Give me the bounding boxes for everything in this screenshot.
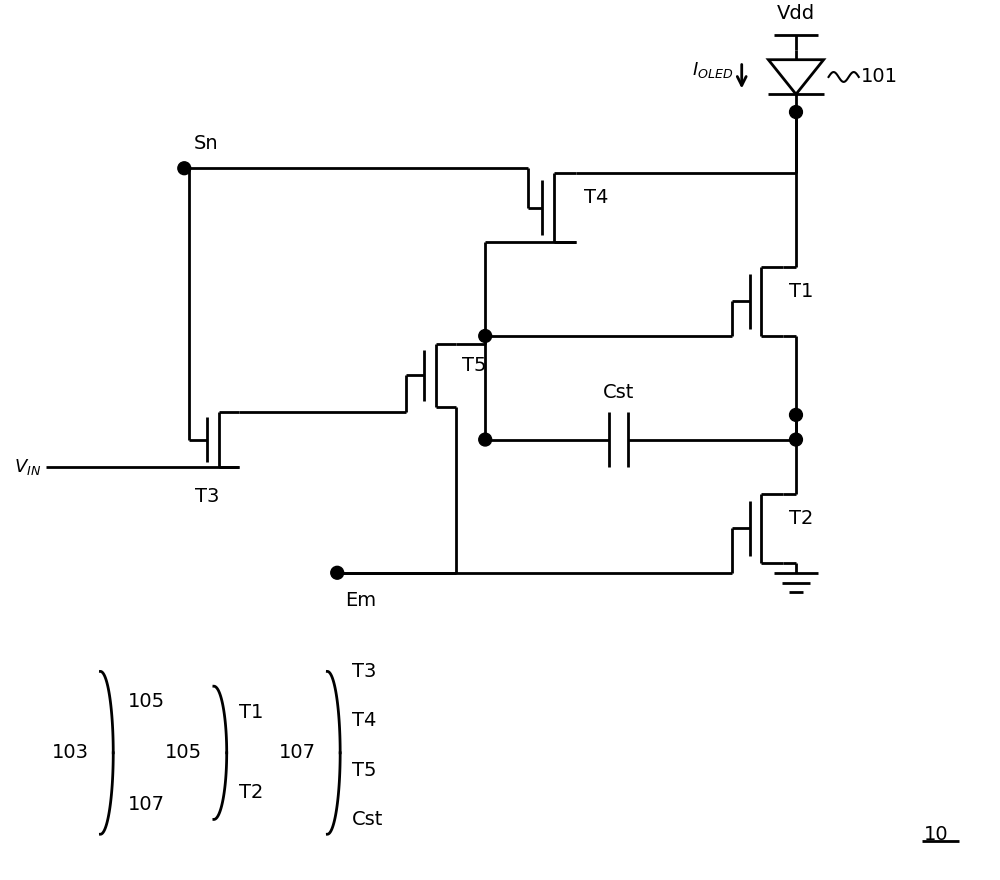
Text: $V_{IN}$: $V_{IN}$ — [14, 458, 41, 477]
Text: 10: 10 — [924, 825, 949, 844]
Text: 107: 107 — [279, 744, 316, 762]
Circle shape — [331, 567, 344, 579]
Text: T4: T4 — [584, 188, 608, 208]
Text: Em: Em — [345, 590, 376, 610]
Text: T3: T3 — [352, 662, 376, 681]
Text: Sn: Sn — [194, 135, 219, 153]
Text: T5: T5 — [352, 760, 377, 780]
Text: Cst: Cst — [603, 383, 634, 402]
Text: T1: T1 — [789, 282, 813, 301]
Text: T2: T2 — [239, 783, 263, 803]
Text: T1: T1 — [239, 703, 263, 722]
Circle shape — [479, 329, 492, 342]
Circle shape — [479, 433, 492, 446]
Circle shape — [790, 106, 802, 119]
Text: T5: T5 — [462, 356, 486, 375]
Text: 101: 101 — [861, 68, 898, 86]
Text: 105: 105 — [128, 692, 165, 710]
Circle shape — [790, 433, 802, 446]
Circle shape — [178, 162, 191, 174]
Text: 105: 105 — [165, 744, 202, 762]
Text: T3: T3 — [195, 487, 219, 506]
Text: Cst: Cst — [352, 810, 383, 829]
Text: T2: T2 — [789, 509, 813, 528]
Circle shape — [790, 408, 802, 422]
Text: 103: 103 — [52, 744, 89, 762]
Text: 107: 107 — [128, 796, 165, 814]
Text: $I_{OLED}$: $I_{OLED}$ — [692, 60, 734, 80]
Text: T4: T4 — [352, 711, 376, 730]
Text: Vdd: Vdd — [777, 4, 815, 23]
